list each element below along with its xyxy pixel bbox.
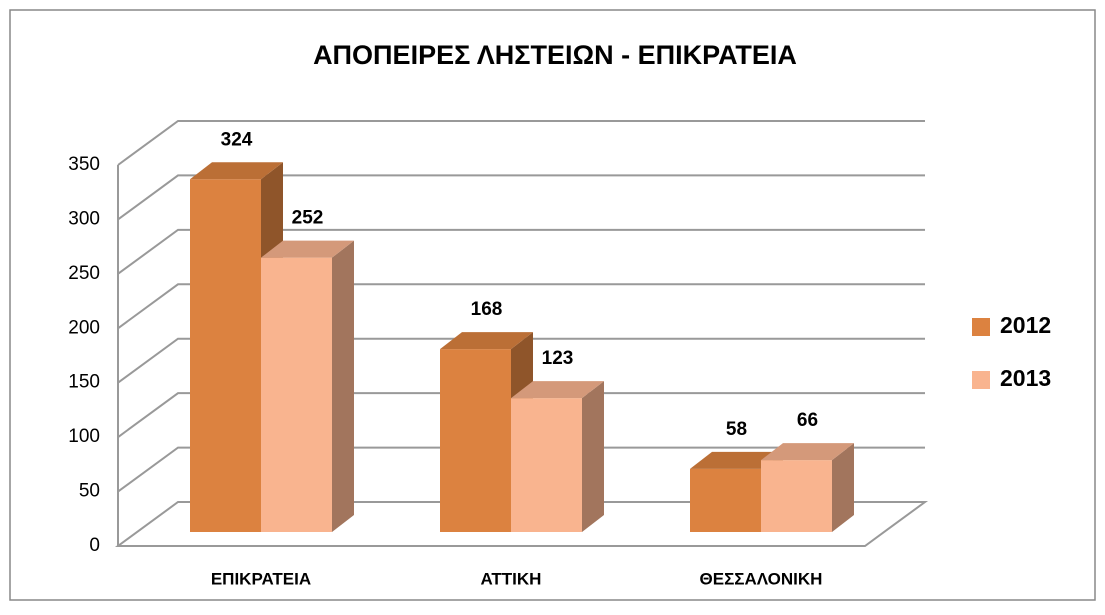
y-tick-label: 100: [68, 426, 100, 447]
bar: [511, 381, 604, 532]
legend-swatch: [972, 318, 990, 336]
grid-line: [117, 228, 925, 275]
x-tick-label: ΕΠΙΚΡΑΤΕΙΑ: [211, 569, 311, 588]
bar-front: [690, 468, 761, 532]
bar-front: [761, 460, 832, 532]
bar: [761, 443, 854, 532]
data-label: 252: [292, 208, 324, 229]
bar-top: [761, 443, 854, 461]
x-tick-label: ΘΕΣΣΑΛΟΝΙΚΗ: [700, 569, 823, 588]
chart-title: ΑΠΟΠΕΙΡΕΣ ΛΗΣΤΕΙΩΝ - ΕΠΙΚΡΑΤΕΙΑ: [313, 40, 797, 70]
bar-side: [832, 443, 854, 532]
data-label: 66: [797, 410, 818, 431]
legend-swatch: [972, 371, 990, 389]
grid-line: [117, 283, 925, 330]
bar-top: [190, 162, 283, 180]
data-label: 58: [726, 419, 747, 440]
bar-top: [511, 381, 604, 399]
bar-front: [261, 257, 332, 532]
data-label: 324: [221, 129, 253, 150]
bar-front: [511, 398, 582, 532]
bar-side: [582, 381, 604, 532]
grid-line: [117, 120, 925, 166]
bar: [261, 240, 354, 532]
grid-line: [117, 392, 925, 438]
data-label: 168: [471, 299, 503, 320]
y-tick-label: 200: [68, 317, 100, 338]
x-tick-label: ΑΤΤΙΚΗ: [481, 569, 542, 588]
grid-line: [117, 174, 925, 221]
y-tick-label: 150: [68, 372, 100, 393]
y-tick-label: 50: [79, 481, 100, 502]
bar-front: [440, 349, 511, 532]
bar-side: [332, 240, 354, 532]
bar-top: [261, 240, 354, 258]
grid-line: [117, 337, 925, 384]
bar-top: [690, 451, 783, 469]
legend-label: 2012: [1000, 312, 1051, 338]
y-tick-label: 0: [89, 535, 100, 556]
bar-top: [440, 332, 533, 350]
bar-front: [190, 179, 261, 532]
grid-line: [117, 446, 925, 493]
legend-label: 2013: [1000, 365, 1051, 391]
y-tick-label: 350: [68, 154, 100, 175]
floor: [114, 501, 929, 547]
y-tick-label: 300: [68, 208, 100, 229]
data-label: 123: [542, 348, 574, 369]
y-tick-label: 250: [68, 263, 100, 284]
